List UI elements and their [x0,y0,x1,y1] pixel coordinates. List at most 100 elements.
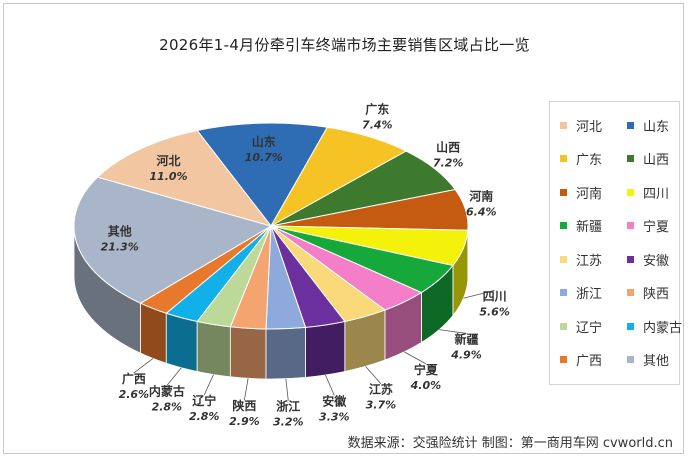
legend-label: 新疆 [576,220,603,235]
legend-item-广西: 广西 [560,350,602,370]
slice-label-value: 3.3% [319,411,350,424]
legend-swatch [560,121,567,129]
slice-label-name: 山东 [252,134,276,149]
legend-item-浙江: 浙江 [560,283,602,303]
legend-item-陕西: 陕西 [627,283,669,303]
leader-line-新疆 [439,329,467,334]
slice-label-name: 内蒙古 [149,384,185,399]
slice-label-name: 山西 [436,140,460,155]
legend-label: 河北 [576,119,603,135]
slice-label-value: 7.4% [362,118,393,131]
leader-line-陕西 [243,378,249,401]
slice-label-name: 四川 [483,289,507,303]
legend-label: 江苏 [576,253,603,269]
slice-label-value: 11.0% [149,170,187,183]
legend-swatch [560,289,567,296]
pie-side-内蒙古 [165,312,198,372]
slice-label-name: 江苏 [369,382,393,397]
slice-label-name: 广西 [122,371,146,386]
legend-swatch [560,322,567,330]
pie-side-陕西 [229,326,267,380]
leader-line-宁夏 [404,351,427,365]
legend-swatch [627,356,634,363]
slice-label-name: 其他 [108,223,132,238]
legend-label: 内蒙古 [643,320,683,336]
legend-item-江苏: 江苏 [560,249,602,269]
leader-line-广西 [133,358,154,374]
slice-label-name: 广东 [365,101,389,116]
leader-line-安徽 [325,374,335,396]
legend-swatch [627,188,634,196]
legend-label: 广东 [576,153,603,168]
legend-label: 陕西 [643,287,670,302]
chart-legend: 河北 山东广东 山西河南 四川新疆 宁夏江苏 安徽浙江 陕西辽宁 内蒙古广西 其他 [549,101,682,385]
slice-label-value: 4.0% [410,379,442,392]
slice-label-value: 2.8% [189,410,220,423]
legend-label: 山东 [643,119,670,135]
slice-label-name: 河南 [468,188,493,203]
chart-title: 2026年1-4月份牵引车终端市场主要销售区域占比一览 [159,36,530,54]
slice-label-name: 安徽 [322,394,347,409]
slice-label-value: 6.4% [466,205,497,218]
slice-label-value: 10.7% [245,151,283,164]
slice-label-value: 3.7% [366,399,397,412]
leader-line-内蒙古 [166,367,182,386]
legend-label: 山西 [643,153,670,168]
slice-label-value: 2.8% [152,401,183,414]
legend-item-四川: 四川 [627,182,669,202]
slice-label-name: 辽宁 [192,393,216,408]
legend-item-河南: 河南 [560,182,602,202]
pie-side-辽宁 [196,321,231,378]
legend-item-辽宁: 辽宁 [560,316,602,336]
legend-label: 浙江 [576,287,603,302]
legend-swatch [627,222,634,229]
legend-label: 安徽 [643,253,670,269]
slice-label-value: 3.2% [273,416,304,429]
legend-swatch [560,222,567,229]
pie-side-浙江 [265,326,306,380]
legend-item-新疆: 新疆 [560,216,602,236]
source-footer: 数据来源：交强险统计 制图：第一商用车网 cvworld.cn [347,436,673,451]
pie-slice-其他 [73,176,273,304]
legend-label: 广西 [576,354,603,369]
legend-swatch [627,289,634,296]
legend-label: 其他 [643,354,670,369]
legend-item-河北: 河北 [560,115,602,135]
legend-item-广东: 广东 [560,149,602,169]
slice-label-name: 新疆 [454,331,478,346]
pie-slice-山东 [196,122,329,227]
slice-label-value: 4.9% [450,348,482,361]
leader-line-浙江 [285,378,289,401]
legend-swatch [627,322,634,330]
leader-line-辽宁 [203,374,214,396]
slice-label-value: 2.9% [229,415,260,428]
legend-swatch [627,155,634,162]
legend-swatch [560,188,567,196]
legend-swatch [560,255,567,263]
legend-label: 四川 [643,186,670,202]
slice-label-name: 河北 [155,153,180,168]
legend-swatch [560,155,567,162]
legend-item-内蒙古: 内蒙古 [627,316,682,336]
slice-label-name: 陕西 [232,398,256,413]
slice-label-value: 2.6% [119,388,150,401]
legend-swatch [627,255,634,263]
legend-item-安徽: 安徽 [627,249,669,269]
legend-swatch [560,356,567,363]
slice-label-value: 21.3% [101,240,139,253]
slice-label-name: 宁夏 [414,362,439,377]
legend-swatch [627,121,634,129]
slice-label-value: 5.6% [479,305,510,318]
pie-side-安徽 [305,321,346,378]
leader-line-四川 [463,290,495,299]
legend-item-其他: 其他 [627,350,669,370]
leader-line-江苏 [365,366,382,384]
legend-item-宁夏: 宁夏 [627,216,669,236]
legend-item-山西: 山西 [627,149,669,169]
slice-label-value: 7.2% [433,157,464,170]
legend-label: 河南 [576,186,603,202]
pie-slice-河北 [96,129,273,227]
legend-item-山东: 山东 [627,115,669,135]
legend-label: 辽宁 [576,320,603,336]
slice-label-name: 浙江 [276,399,300,414]
